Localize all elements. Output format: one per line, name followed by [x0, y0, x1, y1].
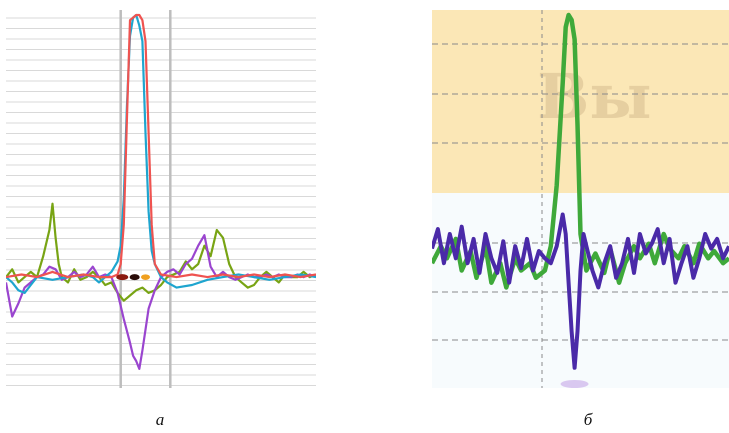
chart-b-svg: Вы	[432, 10, 729, 388]
event-marker-3	[141, 274, 150, 280]
chart-a-svg	[6, 10, 316, 388]
chart-panel-a	[6, 10, 316, 388]
watermark-text: Вы	[537, 60, 652, 133]
caption-a: а	[155, 410, 165, 429]
plot-background	[6, 10, 316, 388]
event-marker-2	[129, 274, 140, 281]
event-marker-1	[116, 274, 129, 281]
series-line-b_indigo	[432, 212, 729, 370]
series-line-red	[6, 13, 316, 279]
chart-panel-b: Вы	[432, 10, 729, 388]
bottom-marker	[560, 380, 589, 388]
series-line-b_green	[432, 12, 729, 290]
caption-b: б	[583, 410, 593, 429]
